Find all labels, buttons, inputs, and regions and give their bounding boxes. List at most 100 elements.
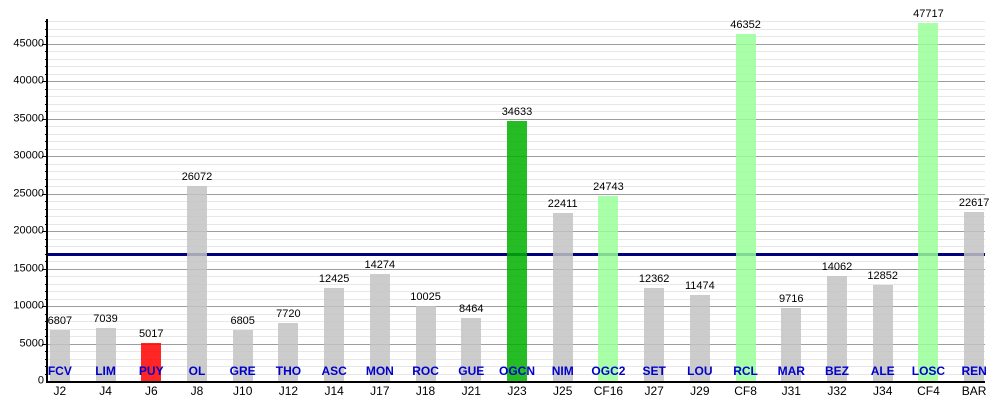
bar-value-label: 47717 (913, 8, 944, 21)
y-tick-label: 35000 (13, 112, 44, 125)
bar-LIM (95, 328, 116, 381)
bar-value-label: 34633 (501, 106, 533, 119)
match-label: CF16 (593, 384, 624, 398)
bar-LOSC (918, 23, 939, 381)
bar-column-OGC2: 24743 OGC2 (586, 19, 632, 381)
team-code-label: PUY (138, 364, 164, 378)
y-axis-tick (45, 133, 48, 135)
y-axis-line (46, 19, 48, 383)
gridline (48, 36, 985, 38)
bar-column-LIM: 7039 LIM (83, 19, 129, 381)
y-tick-label: 25000 (13, 187, 44, 200)
y-axis-tick (45, 246, 48, 248)
y-axis-tick (45, 358, 48, 360)
y-axis-tick (45, 253, 48, 255)
team-code-label: MAR (777, 364, 805, 378)
y-axis-tick (45, 58, 48, 60)
y-tick-label: 30000 (13, 149, 44, 162)
bar-ALE (872, 284, 893, 381)
match-label: BAR (961, 384, 987, 398)
bar-column-ASC: 12425 ASC (311, 19, 357, 381)
match-label: J34 (873, 384, 893, 398)
match-label: J21 (461, 384, 481, 398)
bar-value-label: 14274 (364, 259, 396, 272)
y-axis-tick (42, 306, 48, 308)
bar-REN (964, 211, 985, 381)
team-code-label: RCL (733, 364, 758, 378)
y-axis-tick (45, 328, 48, 330)
team-code-label: ROC (412, 364, 439, 378)
y-axis-tick (45, 336, 48, 338)
y-axis-tick (45, 298, 48, 300)
y-axis-tick (45, 148, 48, 150)
bar-value-label: 6807 (47, 314, 73, 327)
match-label: J4 (99, 384, 112, 398)
y-axis-tick (45, 103, 48, 105)
y-tick-label: 5000 (19, 337, 44, 350)
y-axis-tick (45, 283, 48, 285)
y-axis-tick (45, 321, 48, 323)
y-axis-tick (42, 193, 48, 195)
y-axis-tick (45, 66, 48, 68)
bar-value-label: 7720 (276, 308, 301, 321)
y-axis-tick (45, 163, 48, 165)
y-axis-tick (45, 291, 48, 293)
y-axis-tick (45, 141, 48, 143)
gridline (48, 103, 985, 105)
y-axis-tick (45, 186, 48, 188)
bar-THO (278, 323, 299, 381)
bar-value-label: 11474 (684, 280, 715, 293)
y-tick-label: 20000 (13, 224, 44, 237)
team-code-label: FCV (47, 364, 72, 378)
y-axis-tick (45, 36, 48, 38)
match-label: J17 (370, 384, 390, 398)
y-axis-tick (45, 111, 48, 113)
match-label: J27 (644, 384, 664, 398)
bar-NIM (552, 213, 573, 381)
team-code-label: OL (188, 364, 206, 378)
bar-column-GUE: 8464 GUE (448, 19, 494, 381)
match-label: J14 (324, 384, 344, 398)
bar-MON (369, 274, 390, 381)
gridline (48, 73, 985, 75)
x-axis-line (46, 381, 985, 383)
y-tick-label: 15000 (13, 262, 44, 275)
y-axis-tick (45, 88, 48, 90)
bar-column-ROC: 10025 ROC (403, 19, 449, 381)
bar-column-ALE: 12852 ALE (860, 19, 906, 381)
match-label: CF4 (917, 384, 940, 398)
match-label: J29 (690, 384, 710, 398)
bar-column-NIM: 22411 NIM (540, 19, 586, 381)
bar-column-FCV: 6807 FCV (37, 19, 83, 381)
match-label: J18 (415, 384, 436, 398)
bar-value-label: 10025 (410, 290, 441, 303)
team-code-label: LOU (687, 364, 713, 378)
match-label: J6 (144, 384, 158, 398)
gridline (48, 21, 985, 23)
bars-layer: 6807 FCV 7039 LIM 5017 PUY 26072 OL 6805 GRE 7720 T… (37, 8, 997, 381)
match-label: J8 (190, 384, 204, 398)
team-code-label: ASC (321, 364, 347, 378)
bar-value-label: 22411 (547, 198, 578, 211)
bar-column-BEZ: 14062 BEZ (814, 19, 860, 381)
match-label: CF8 (734, 384, 757, 398)
bar-column-REN: 22617 REN (951, 19, 997, 381)
gridline (48, 96, 985, 98)
bar-value-label: 5017 (139, 328, 164, 341)
y-axis-tick (42, 231, 48, 233)
y-axis-tick (45, 373, 48, 375)
bar-LOU (689, 295, 710, 381)
y-axis-tick (45, 216, 48, 218)
y-axis-tick (42, 343, 48, 345)
bar-value-label: 8464 (459, 302, 484, 315)
bar-FCV (49, 329, 70, 381)
bar-MAR (781, 308, 802, 381)
team-code-label: ALE (870, 364, 895, 378)
bar-SET (644, 288, 665, 381)
gridline (48, 66, 985, 68)
bar-column-LOU: 11474 LOU (677, 19, 723, 381)
bar-value-label: 12852 (867, 269, 898, 282)
gridline (48, 51, 985, 53)
y-axis-tick (45, 351, 48, 353)
